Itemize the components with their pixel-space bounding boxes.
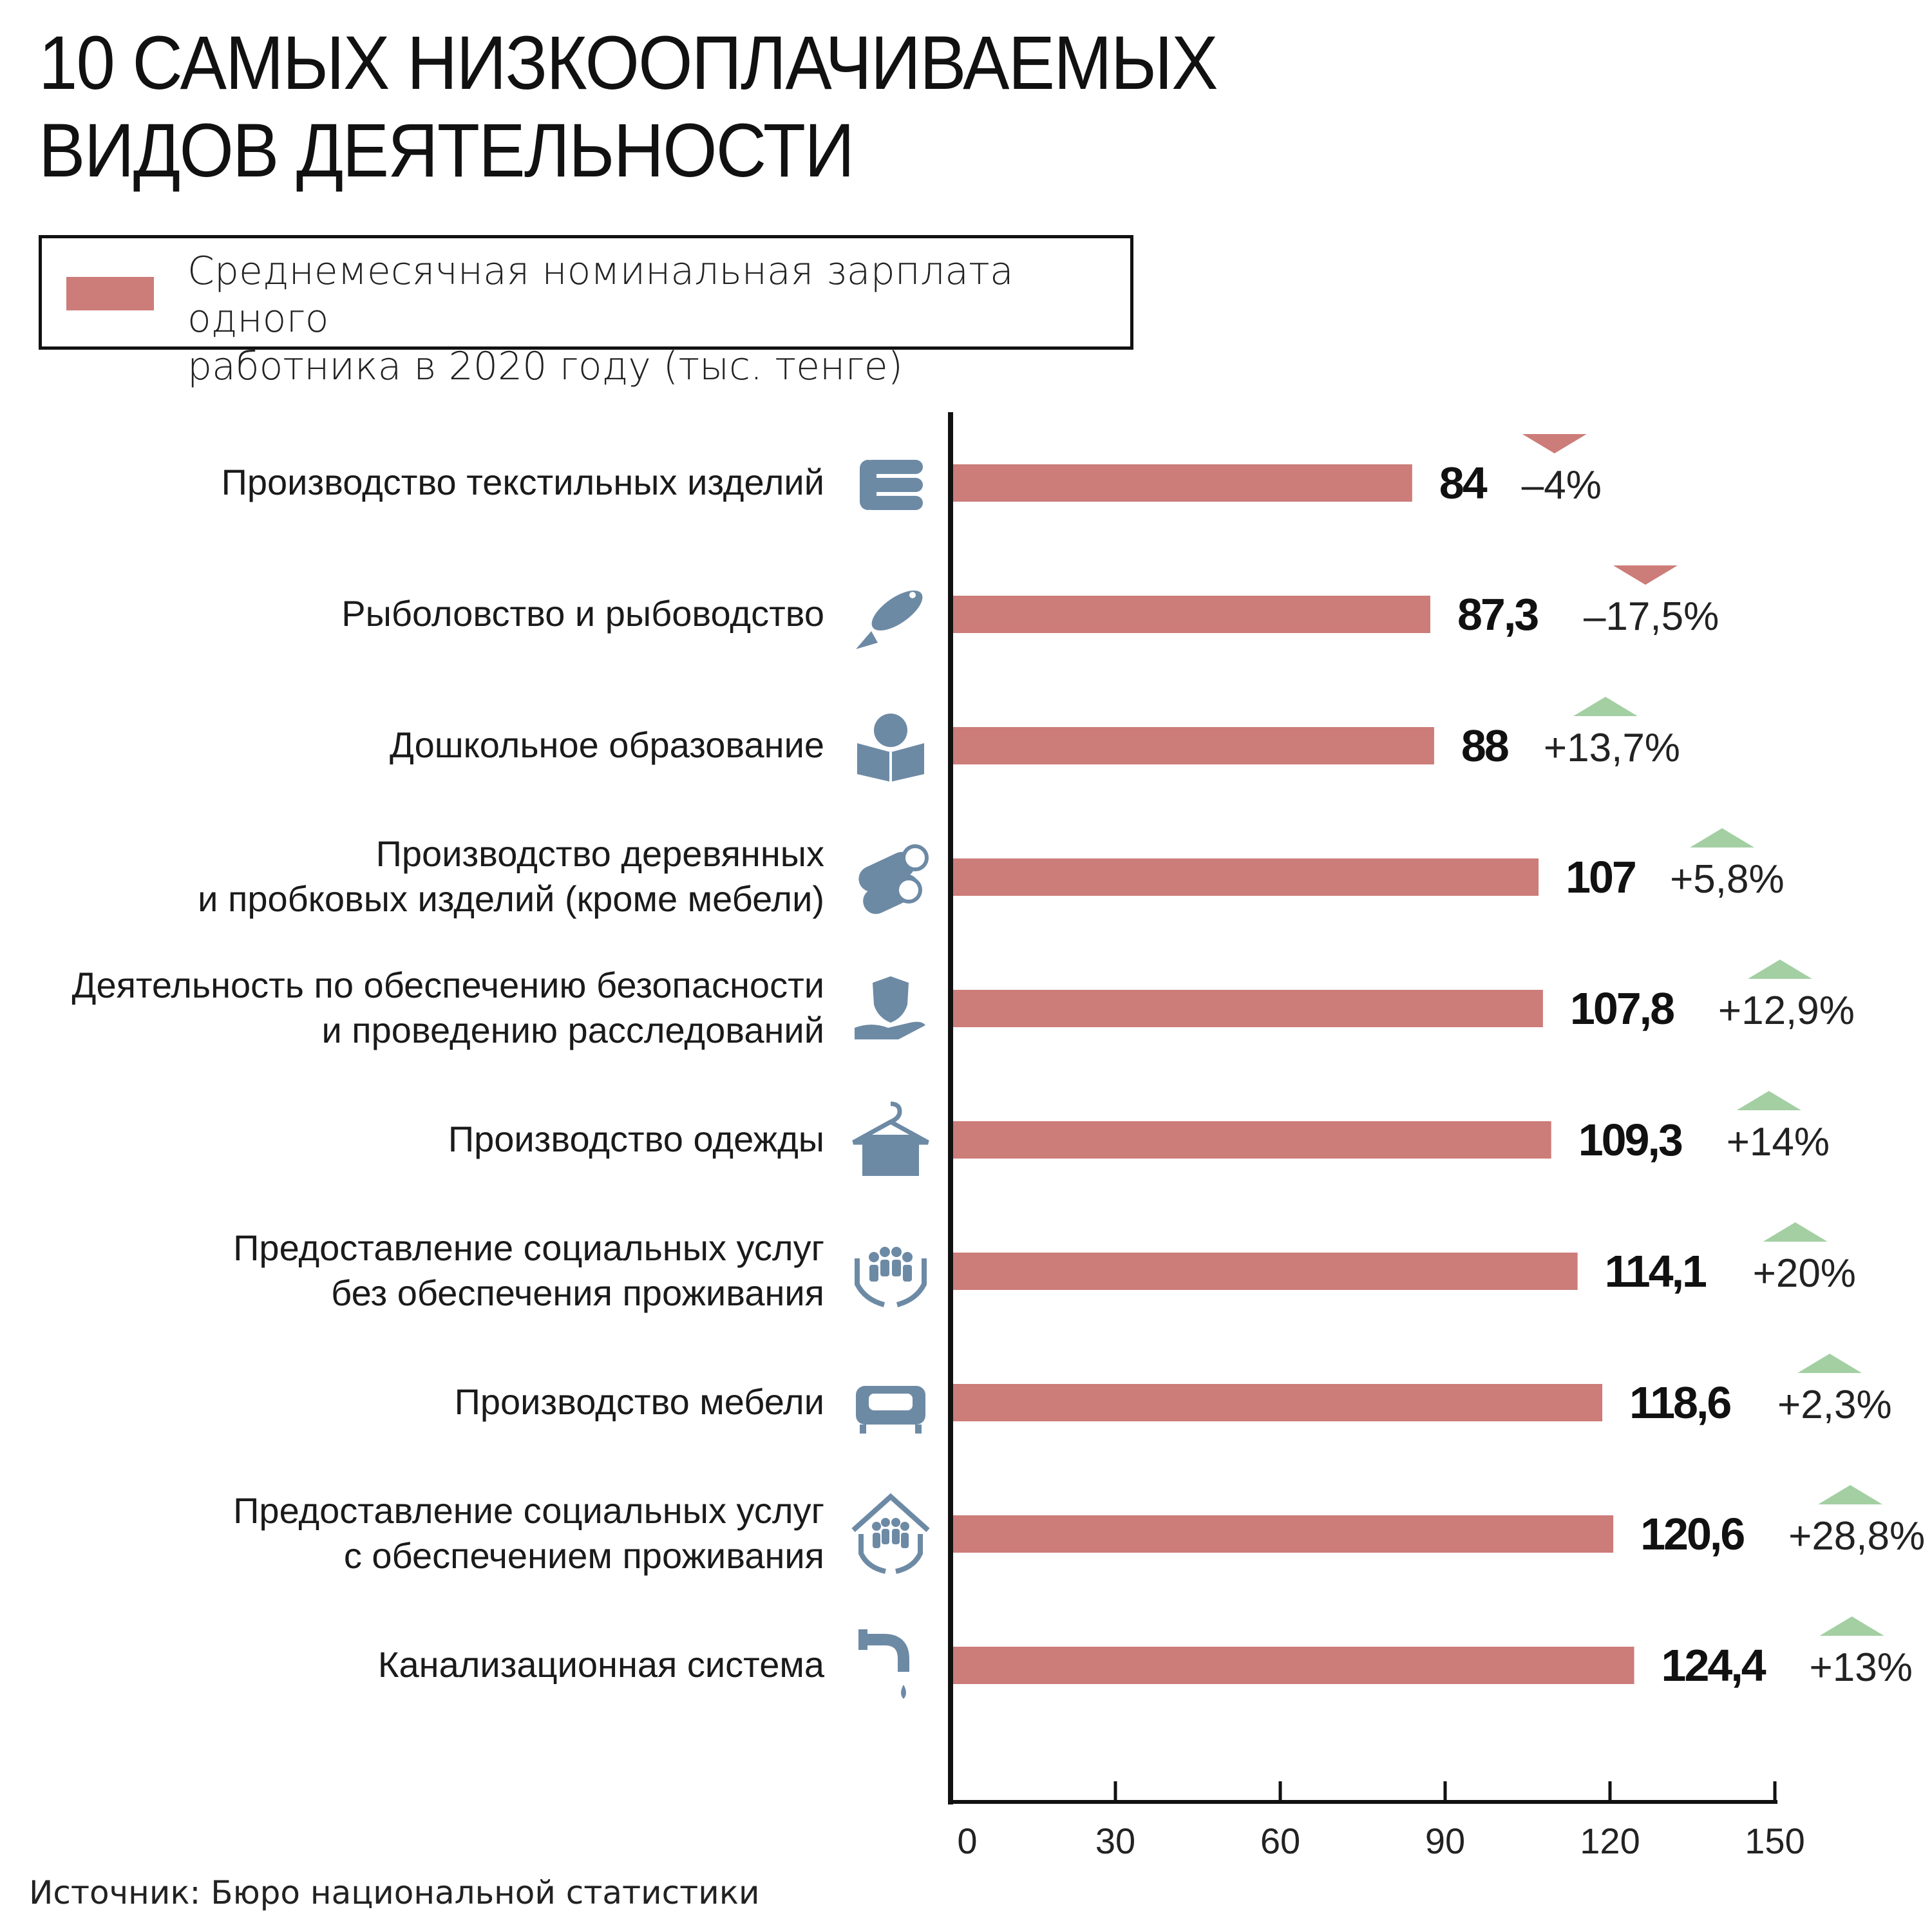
trend-up-icon <box>1573 697 1638 716</box>
change-label: +5,8% <box>1670 857 1785 902</box>
trend-up-icon <box>1763 1222 1828 1242</box>
bar <box>953 1121 1551 1159</box>
value-label: 124,4 <box>1662 1640 1766 1690</box>
category-label: Рыболовство и рыбоводство <box>341 593 824 634</box>
shield-hand-icon <box>855 976 925 1039</box>
trend-up-icon <box>1797 1354 1862 1373</box>
value-label: 107,8 <box>1570 983 1674 1034</box>
bar <box>953 1253 1578 1290</box>
category-label: Канализационная система <box>378 1644 825 1685</box>
family-house-icon <box>851 1493 930 1574</box>
category-label: с обеспечением проживания <box>344 1535 824 1576</box>
value-label: 84 <box>1439 458 1488 508</box>
source-note: Источник: Бюро национальной статистики <box>29 1874 760 1911</box>
bar-row: Производство мебели 118,6 +2,3% <box>455 1354 1892 1434</box>
legend-label: Среднемесячная номинальная зарплата одно… <box>187 247 1115 390</box>
trend-up-icon <box>1747 960 1812 979</box>
trend-down-icon <box>1522 434 1587 453</box>
x-tick-label: 60 <box>1260 1821 1300 1861</box>
bar <box>953 858 1539 896</box>
category-label: Производство деревянных <box>376 833 824 874</box>
axes: 0 30 60 90 120 150 <box>948 412 1805 1861</box>
change-label: –17,5% <box>1584 594 1719 639</box>
change-label: +13% <box>1810 1645 1913 1690</box>
value-label: 88 <box>1461 721 1508 771</box>
value-label: 107 <box>1566 852 1635 902</box>
bar <box>953 464 1412 502</box>
category-label: Производство текстильных изделий <box>222 462 824 502</box>
bar <box>953 596 1430 633</box>
legend: Среднемесячная номинальная зарплата одно… <box>39 235 1133 389</box>
change-label: –4% <box>1522 463 1602 507</box>
category-label: Предоставление социальных услуг <box>233 1227 824 1268</box>
category-label: без обеспечения проживания <box>331 1273 824 1313</box>
bar <box>953 727 1434 764</box>
trend-down-icon <box>1613 565 1678 585</box>
value-label: 109,3 <box>1578 1115 1682 1165</box>
hanger-icon <box>852 1101 929 1176</box>
chart-title: 10 САМЫХ НИЗКООПЛАЧИВАЕМЫХ ВИДОВ ДЕЯТЕЛЬ… <box>39 19 1224 194</box>
logs-icon <box>858 844 929 914</box>
bar-row: Рыболовство и рыбоводство 87,3 –17,5% <box>341 565 1719 649</box>
change-label: +14% <box>1727 1120 1830 1164</box>
bar <box>953 1647 1634 1684</box>
bar-rows: Производство текстильных изделий 84 –4% Рыб… <box>72 434 1925 1699</box>
family-hands-icon <box>855 1247 927 1307</box>
trend-up-icon <box>1690 828 1755 848</box>
sofa-icon <box>856 1386 925 1434</box>
bar-row: Дошкольное образование 88 +13,7% <box>390 697 1680 782</box>
value-label: 114,1 <box>1605 1246 1706 1296</box>
bar <box>953 990 1543 1027</box>
change-label: +12,9% <box>1718 989 1855 1033</box>
bar <box>953 1515 1614 1553</box>
change-label: +20% <box>1753 1251 1856 1296</box>
bar-row: Предоставление социальных услуг без обесп… <box>233 1222 1856 1313</box>
bar <box>953 1384 1603 1421</box>
x-tick-label: 30 <box>1095 1821 1135 1861</box>
bar-row: Производство одежды 109,3 +14% <box>448 1091 1830 1176</box>
category-label: Деятельность по обеспечению безопасности <box>72 965 824 1005</box>
value-label: 87,3 <box>1457 589 1538 639</box>
bar-row: Производство текстильных изделий 84 –4% <box>222 434 1602 510</box>
change-label: +28,8% <box>1788 1514 1925 1558</box>
x-tick-label: 120 <box>1580 1821 1640 1861</box>
category-label: Производство мебели <box>455 1381 824 1422</box>
trend-up-icon <box>1818 1485 1883 1504</box>
reading-child-icon <box>857 714 924 782</box>
category-label: Дошкольное образование <box>390 724 824 765</box>
category-label: и проведению расследований <box>321 1010 824 1050</box>
category-label: Производство одежды <box>448 1119 824 1159</box>
legend-label-line-2: работника в 2020 году (тыс. тенге) <box>187 344 904 389</box>
value-label: 118,6 <box>1629 1378 1730 1428</box>
trend-up-icon <box>1819 1616 1884 1636</box>
bar-row: Деятельность по обеспечению безопасности… <box>72 960 1855 1050</box>
x-tick-label: 0 <box>957 1821 977 1861</box>
legend-label-line-1: Среднемесячная номинальная зарплата одно… <box>187 249 1014 341</box>
legend-swatch <box>66 277 154 310</box>
change-label: +13,7% <box>1544 726 1680 770</box>
trend-up-icon <box>1736 1091 1801 1110</box>
bar-row: Канализационная система 124,4 +13% <box>378 1616 1913 1699</box>
x-tick-label: 150 <box>1745 1821 1804 1861</box>
fish-icon <box>856 590 923 649</box>
change-label: +2,3% <box>1777 1383 1892 1427</box>
x-tick-label: 90 <box>1425 1821 1465 1861</box>
towels-icon <box>860 460 923 510</box>
faucet-icon <box>858 1629 909 1699</box>
category-label: Предоставление социальных услуг <box>233 1490 824 1531</box>
category-label: и пробковых изделий (кроме мебели) <box>198 878 824 919</box>
chart-title-line-2: ВИДОВ ДЕЯТЕЛЬНОСТИ <box>39 108 855 193</box>
chart-title-line-1: 10 САМЫХ НИЗКООПЛАЧИВАЕМЫХ <box>39 21 1218 106</box>
value-label: 120,6 <box>1640 1509 1744 1559</box>
